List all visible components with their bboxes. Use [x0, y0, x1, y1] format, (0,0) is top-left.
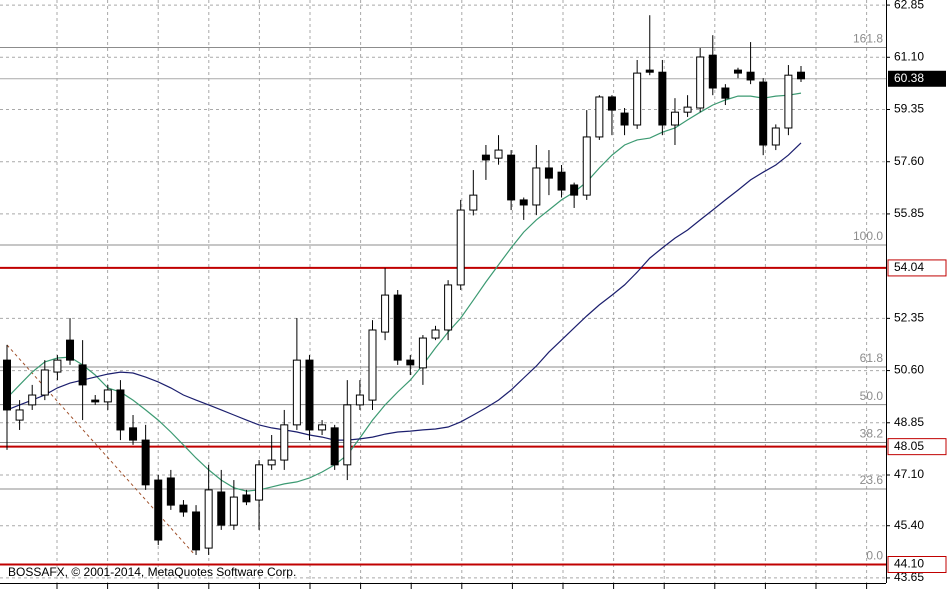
candle-body — [129, 427, 138, 441]
candle-body — [192, 511, 201, 551]
candle-body — [40, 369, 49, 396]
current-price-box — [888, 70, 946, 87]
candle-body — [305, 359, 314, 431]
candle-body — [544, 167, 553, 179]
candle-body — [217, 491, 226, 526]
fib-label: 38.2 — [860, 427, 884, 441]
fib-label: 0.0 — [866, 549, 883, 563]
fib-label: 61.8 — [860, 351, 884, 365]
candle-body — [242, 494, 251, 503]
candle-body — [66, 339, 75, 361]
candle-body — [721, 87, 730, 99]
y-tick-label: 43.65 — [894, 570, 924, 584]
candle-body — [15, 409, 24, 421]
y-tick-label: 45.40 — [894, 518, 924, 532]
candle-body — [733, 69, 742, 74]
candle-body — [103, 389, 112, 403]
candle-body — [670, 111, 679, 126]
y-tick-label: 57.60 — [894, 154, 924, 168]
candle-body — [557, 171, 566, 191]
candle-body — [759, 81, 768, 146]
candle-body — [116, 389, 125, 431]
candle-body — [141, 439, 150, 486]
candle-body — [3, 359, 11, 411]
candle-body — [595, 96, 604, 138]
level-box — [887, 438, 947, 456]
candle-body — [683, 106, 692, 113]
candle-body — [582, 136, 591, 196]
candle-body — [519, 199, 528, 206]
candle-body — [456, 209, 465, 286]
moving-average — [6, 142, 802, 441]
y-tick-label: 52.35 — [894, 311, 924, 325]
candle-body — [179, 504, 188, 513]
y-tick-label: 47.10 — [894, 467, 924, 481]
candle-body — [28, 394, 37, 406]
candle-body — [746, 71, 755, 81]
candle-body — [255, 464, 264, 501]
candle-body — [620, 112, 629, 126]
candle-body — [91, 399, 100, 403]
candle-body — [431, 329, 440, 339]
level-box — [887, 556, 947, 574]
candle-body — [330, 427, 339, 466]
level-label: 44.10 — [894, 557, 924, 571]
candle-body — [78, 364, 87, 386]
y-tick-label: 50.60 — [894, 363, 924, 377]
level-label: 48.05 — [894, 439, 924, 453]
y-tick-label: 55.85 — [894, 206, 924, 220]
candle-body — [696, 56, 705, 109]
candle-body — [507, 154, 516, 201]
candle-body — [343, 404, 352, 466]
candle-body — [267, 459, 276, 466]
candle-body — [797, 71, 805, 80]
footer: BOSSAFX, © 2001-2014, MetaQuotes Softwar… — [8, 565, 296, 579]
fib-label: 100.0 — [853, 229, 883, 243]
candle-body — [658, 71, 667, 126]
y-tick-label: 62.85 — [894, 0, 924, 11]
candle-body — [444, 284, 453, 331]
candle-body — [368, 329, 377, 401]
moving-average — [6, 92, 802, 492]
candle-body — [381, 294, 390, 333]
candle-body — [393, 294, 402, 361]
fib-label: 161.8 — [853, 32, 883, 46]
candle-body — [166, 477, 175, 506]
candle-body — [481, 154, 490, 161]
candle-body — [229, 496, 238, 526]
candle-body — [784, 74, 793, 129]
current-price-label: 60.38 — [894, 71, 924, 85]
y-tick-label: 61.10 — [894, 49, 924, 63]
candle-body — [645, 69, 654, 73]
candle-body — [355, 394, 364, 406]
candle-body — [469, 194, 478, 211]
candle-body — [570, 184, 579, 196]
candle-body — [406, 359, 415, 366]
candle-body — [633, 72, 642, 126]
fib-label: 50.0 — [860, 389, 884, 403]
candle-body — [418, 337, 427, 369]
candle-body — [53, 359, 62, 373]
candle-body — [607, 96, 616, 111]
candle-body — [708, 54, 717, 89]
candle-body — [318, 424, 327, 431]
level-box — [887, 259, 947, 277]
level-label: 54.04 — [894, 260, 924, 274]
trend-line — [6, 344, 196, 556]
candle-body — [771, 127, 780, 146]
y-tick-label: 59.35 — [894, 102, 924, 116]
candle-body — [494, 149, 503, 159]
candle-body — [280, 424, 289, 461]
candle-body — [292, 359, 301, 426]
candle-body — [532, 167, 541, 206]
y-tick-label: 48.85 — [894, 415, 924, 429]
candle-body — [204, 489, 213, 549]
candle-body — [154, 479, 163, 541]
fib-label: 23.6 — [860, 473, 884, 487]
